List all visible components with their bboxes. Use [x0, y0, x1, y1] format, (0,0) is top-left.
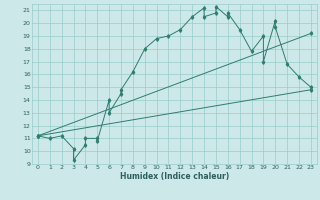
X-axis label: Humidex (Indice chaleur): Humidex (Indice chaleur): [120, 172, 229, 181]
